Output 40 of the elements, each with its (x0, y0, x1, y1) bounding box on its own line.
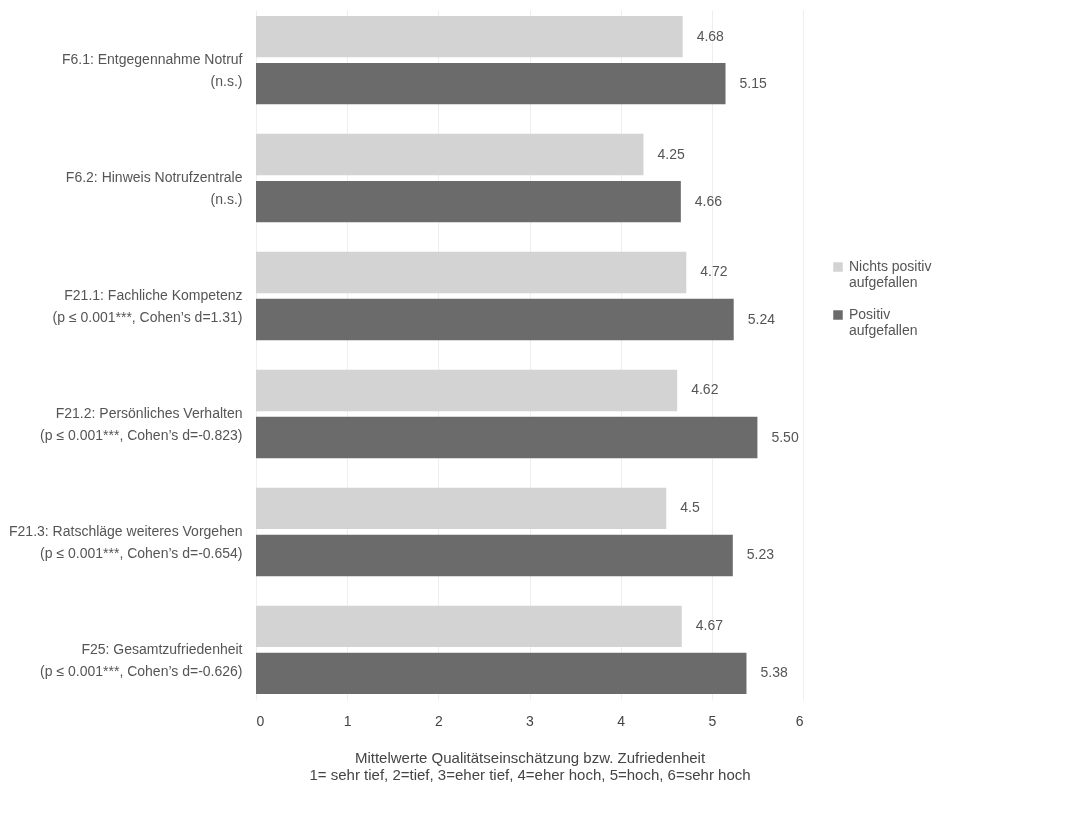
x-tick-label: 1 (343, 712, 352, 729)
bar (256, 15, 683, 58)
bar (256, 652, 747, 695)
data-label: 5.23 (746, 546, 775, 563)
data-label: 4.25 (657, 145, 685, 162)
x-tick-label: 5 (708, 712, 717, 729)
data-label: 5.15 (739, 74, 767, 91)
legend-label: Positiv aufgefallen (849, 306, 918, 338)
y-tick-label: F21.2: Persönliches Verhalten (p ≤ 0.001***, Cohen’s d=-0.823) (40, 404, 243, 443)
bar (256, 487, 667, 530)
bar (256, 62, 726, 105)
data-label: 4.68 (696, 27, 725, 44)
data-label: 4.66 (694, 192, 723, 209)
y-tick-label: F6.1: Entgegennahme Notruf (n.s.) (61, 51, 243, 90)
bar (256, 416, 758, 459)
bar (256, 251, 687, 294)
x-tick-label: 4 (617, 712, 626, 729)
data-label: 5.38 (760, 664, 788, 681)
bar (256, 534, 733, 577)
x-tick-label: 3 (526, 712, 535, 729)
y-tick-label: F21.1: Fachliche Kompetenz (p ≤ 0.001***, Cohen’s d=1.31) (52, 287, 243, 326)
x-axis-title: Mittelwerte Qualitätseinschätzung bzw. Zufriedenheit 1= sehr tief, 2=tief, 3=eher tief, 4=eher hoch, 5=hoch, 6=sehr hoch (309, 748, 751, 783)
x-tick-label: 0 (256, 712, 265, 729)
data-label: 5.24 (747, 310, 776, 327)
data-label: 5.50 (771, 428, 799, 445)
legend-label: Nichts positiv aufgefallen (849, 258, 932, 290)
bar (256, 605, 682, 648)
y-tick-label: F6.2: Hinweis Notrufzentrale (n.s.) (65, 169, 243, 208)
data-label: 4.72 (700, 263, 728, 280)
data-label: 4.62 (691, 381, 719, 398)
bar (256, 369, 678, 412)
y-tick-label: F21.3: Ratschläge weiteres Vorgehen (p ≤ 0.001***, Cohen’s d=-0.654) (9, 522, 243, 561)
bar (256, 298, 734, 341)
bar (256, 133, 644, 176)
x-tick-label: 6 (795, 712, 804, 729)
data-label: 4.5 (680, 499, 700, 516)
bar (256, 180, 681, 223)
data-label: 4.67 (695, 617, 724, 634)
y-tick-label: F25: Gesamtzufriedenheit (p ≤ 0.001***, Cohen’s d=-0.626) (40, 640, 243, 679)
x-tick-label: 2 (434, 712, 443, 729)
